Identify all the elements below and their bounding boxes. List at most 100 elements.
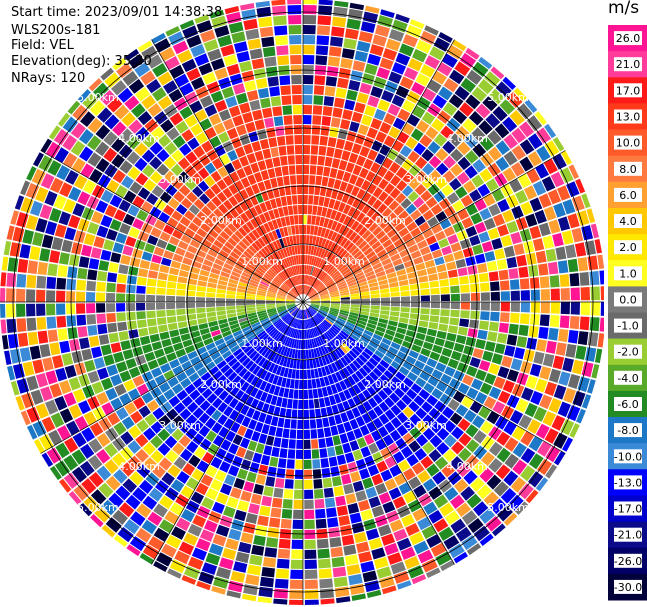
velocity-gate bbox=[177, 171, 190, 184]
velocity-gate bbox=[195, 538, 211, 552]
velocity-gate bbox=[104, 114, 120, 130]
velocity-gate bbox=[289, 429, 297, 439]
velocity-gate bbox=[166, 316, 177, 324]
velocity-gate bbox=[247, 38, 261, 50]
velocity-gate bbox=[396, 424, 409, 437]
velocity-gate bbox=[510, 358, 523, 371]
velocity-gate bbox=[351, 247, 360, 257]
velocity-gate bbox=[246, 304, 256, 308]
velocity-gate bbox=[280, 311, 289, 318]
velocity-gate bbox=[224, 6, 240, 15]
velocity-gate bbox=[143, 427, 156, 441]
velocity-gate bbox=[487, 227, 500, 240]
velocity-gate bbox=[204, 104, 218, 117]
velocity-gate bbox=[478, 120, 493, 135]
velocity-gate bbox=[268, 209, 276, 220]
velocity-gate bbox=[563, 387, 576, 404]
velocity-gate bbox=[427, 216, 439, 228]
velocity-gate bbox=[281, 95, 292, 106]
velocity-gate bbox=[241, 237, 251, 247]
velocity-gate bbox=[233, 561, 248, 573]
velocity-gate bbox=[230, 571, 246, 583]
velocity-gate bbox=[146, 310, 156, 319]
velocity-gate bbox=[518, 414, 532, 430]
velocity-gate bbox=[261, 359, 269, 369]
velocity-gate bbox=[290, 185, 297, 195]
velocity-gate bbox=[110, 374, 123, 387]
velocity-gate bbox=[96, 281, 106, 292]
velocity-gate bbox=[170, 260, 181, 269]
velocity-gate bbox=[231, 219, 241, 230]
velocity-gate bbox=[402, 172, 414, 184]
velocity-gate bbox=[279, 287, 288, 293]
velocity-gate bbox=[287, 205, 294, 216]
velocity-gate bbox=[36, 275, 47, 289]
velocity-gate bbox=[430, 542, 447, 557]
velocity-gate bbox=[460, 77, 476, 93]
velocity-gate bbox=[245, 28, 260, 40]
velocity-gate bbox=[304, 589, 319, 599]
velocity-gate bbox=[327, 252, 334, 262]
velocity-gate bbox=[188, 204, 200, 216]
velocity-gate bbox=[207, 282, 217, 289]
velocity-gate bbox=[303, 0, 317, 5]
velocity-gate bbox=[246, 263, 256, 271]
velocity-gate bbox=[294, 349, 298, 359]
velocity-gate bbox=[39, 434, 54, 451]
velocity-gate bbox=[545, 248, 557, 262]
velocity-gate bbox=[390, 306, 400, 312]
velocity-gate bbox=[526, 115, 543, 132]
velocity-gate bbox=[153, 527, 169, 542]
velocity-gate bbox=[197, 180, 210, 192]
velocity-gate bbox=[439, 393, 452, 406]
velocity-gate bbox=[290, 307, 298, 314]
velocity-gate bbox=[227, 316, 238, 322]
velocity-gate bbox=[241, 70, 255, 82]
velocity-gate bbox=[219, 153, 231, 166]
velocity-gate bbox=[313, 267, 318, 277]
velocity-gate bbox=[343, 215, 351, 226]
velocity-gate bbox=[113, 351, 125, 363]
velocity-gate bbox=[555, 342, 567, 356]
velocity-gate bbox=[213, 239, 224, 249]
colorbar-label-bg bbox=[614, 449, 642, 464]
velocity-gate bbox=[53, 128, 69, 146]
velocity-gate bbox=[506, 334, 518, 346]
velocity-gate bbox=[340, 412, 349, 423]
velocity-gate bbox=[176, 471, 190, 484]
velocity-gate bbox=[296, 439, 303, 449]
velocity-gate bbox=[334, 222, 342, 233]
velocity-gate bbox=[146, 193, 159, 206]
velocity-gate bbox=[477, 329, 488, 340]
velocity-gate bbox=[158, 324, 168, 333]
velocity-gate bbox=[322, 417, 330, 428]
velocity-gate bbox=[289, 266, 295, 276]
velocity-gate bbox=[403, 377, 414, 388]
velocity-gate bbox=[103, 131, 118, 146]
velocity-gate bbox=[167, 568, 182, 579]
velocity-gate bbox=[70, 140, 86, 156]
velocity-gate bbox=[254, 240, 263, 250]
velocity-gate bbox=[358, 31, 373, 43]
velocity-gate bbox=[111, 137, 126, 153]
velocity-gate bbox=[328, 312, 338, 317]
velocity-gate bbox=[325, 264, 333, 273]
velocity-gate bbox=[298, 309, 302, 319]
velocity-gate bbox=[226, 309, 236, 314]
velocity-gate bbox=[576, 210, 590, 226]
velocity-gate bbox=[167, 274, 178, 282]
velocity-gate bbox=[422, 414, 435, 427]
velocity-gate bbox=[258, 412, 267, 423]
velocity-gate bbox=[569, 273, 580, 287]
velocity-gate bbox=[301, 310, 303, 319]
velocity-gate bbox=[393, 205, 405, 216]
velocity-gate bbox=[363, 518, 377, 531]
velocity-gate bbox=[108, 332, 120, 343]
velocity-gate bbox=[7, 365, 16, 381]
velocity-gate bbox=[172, 442, 185, 456]
velocity-gate bbox=[425, 196, 438, 209]
velocity-gate bbox=[272, 375, 279, 385]
velocity-gate bbox=[278, 146, 287, 156]
velocity-gate bbox=[316, 206, 323, 216]
velocity-gate bbox=[183, 565, 200, 580]
